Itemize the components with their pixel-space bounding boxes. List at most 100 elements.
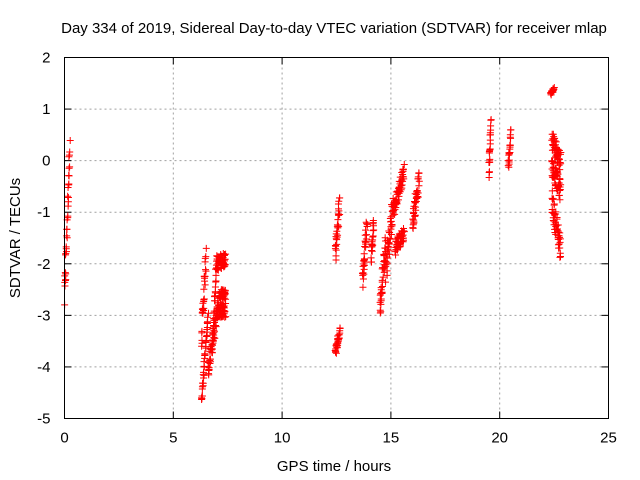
data-point — [378, 290, 386, 298]
y-tick-label: -5 — [37, 411, 50, 428]
y-tick-label: -2 — [37, 256, 50, 273]
data-point — [368, 258, 376, 266]
data-point — [385, 250, 393, 258]
point-cluster — [198, 244, 210, 350]
point-cluster — [367, 217, 378, 266]
data-point — [202, 244, 210, 252]
data-point — [362, 226, 370, 234]
point-cluster — [331, 324, 344, 357]
y-tick-label: -3 — [37, 307, 50, 324]
data-point — [411, 198, 419, 206]
data-point — [377, 297, 385, 305]
data-point — [198, 329, 206, 337]
y-tick-label: 0 — [42, 153, 50, 170]
plot-frame — [64, 57, 609, 419]
data-point — [206, 356, 214, 364]
y-axis-label: SDTVAR / TECUs — [7, 178, 24, 298]
data-point — [359, 269, 367, 277]
data-point — [201, 350, 209, 358]
data-point — [64, 194, 72, 202]
data-point — [555, 179, 563, 187]
data-points — [61, 83, 565, 403]
data-point — [399, 165, 407, 173]
point-cluster — [358, 218, 371, 291]
data-point — [334, 231, 342, 239]
data-point — [65, 153, 73, 161]
data-point — [335, 207, 343, 215]
data-point — [414, 189, 422, 197]
data-point — [550, 195, 558, 203]
y-tick-label: 2 — [42, 50, 50, 67]
grid — [64, 57, 609, 419]
data-point — [360, 255, 368, 263]
data-point — [385, 239, 393, 247]
data-point — [363, 221, 371, 229]
data-point — [212, 271, 220, 279]
data-point — [552, 210, 560, 218]
data-point — [555, 156, 563, 164]
data-point — [556, 185, 564, 193]
data-point — [386, 235, 394, 243]
data-point — [369, 217, 377, 225]
data-point — [204, 313, 212, 321]
data-point — [331, 245, 339, 253]
y-tick-label: -1 — [37, 204, 50, 221]
data-point — [505, 156, 513, 164]
data-point — [392, 251, 400, 259]
data-point — [359, 283, 367, 291]
data-point — [394, 196, 402, 204]
x-tick-label: 0 — [60, 430, 68, 447]
x-axis-label: GPS time / hours — [277, 458, 391, 475]
data-point — [556, 235, 564, 243]
y-tick-label: -4 — [37, 359, 50, 376]
data-point — [363, 220, 371, 228]
data-point — [206, 355, 214, 363]
data-point — [222, 313, 230, 321]
data-point — [556, 150, 564, 158]
data-point — [556, 229, 564, 237]
data-point — [200, 304, 208, 312]
data-point — [400, 160, 408, 168]
point-cluster — [504, 126, 515, 171]
data-point — [336, 211, 344, 219]
data-point — [221, 257, 229, 265]
data-point — [201, 281, 209, 289]
axis-ticks: 0 5 10 15 20 25 -5 -4 -3 -2 -1 0 1 2 — [37, 50, 617, 447]
data-point — [507, 126, 515, 134]
data-point — [378, 276, 386, 284]
y-tick-label: 1 — [42, 101, 50, 118]
data-point — [556, 175, 564, 183]
data-point — [415, 182, 423, 190]
data-point — [221, 290, 229, 298]
data-point — [210, 322, 218, 330]
data-point — [410, 218, 418, 226]
point-cluster — [548, 157, 565, 204]
chart-title: Day 334 of 2019, Sidereal Day-to-day VTE… — [61, 20, 607, 37]
data-point — [556, 196, 564, 204]
data-point — [368, 242, 376, 250]
data-point — [549, 195, 557, 203]
x-tick-label: 10 — [274, 430, 291, 447]
data-point — [210, 329, 218, 337]
data-point — [200, 296, 208, 304]
data-point — [388, 222, 396, 230]
data-point — [64, 214, 72, 222]
data-point — [384, 247, 392, 255]
point-cluster — [547, 83, 558, 99]
data-point — [205, 365, 213, 373]
x-tick-label: 5 — [169, 430, 177, 447]
data-point — [198, 336, 206, 344]
data-point — [200, 368, 208, 376]
data-point — [383, 267, 391, 275]
data-point — [199, 299, 207, 307]
data-point — [485, 168, 493, 176]
data-point — [65, 172, 73, 180]
data-point — [556, 249, 564, 257]
data-point — [411, 212, 419, 220]
data-point — [553, 213, 561, 221]
data-point — [550, 83, 558, 91]
data-point — [555, 232, 563, 240]
data-point — [200, 362, 208, 370]
data-point — [198, 392, 206, 400]
data-point — [208, 345, 216, 353]
